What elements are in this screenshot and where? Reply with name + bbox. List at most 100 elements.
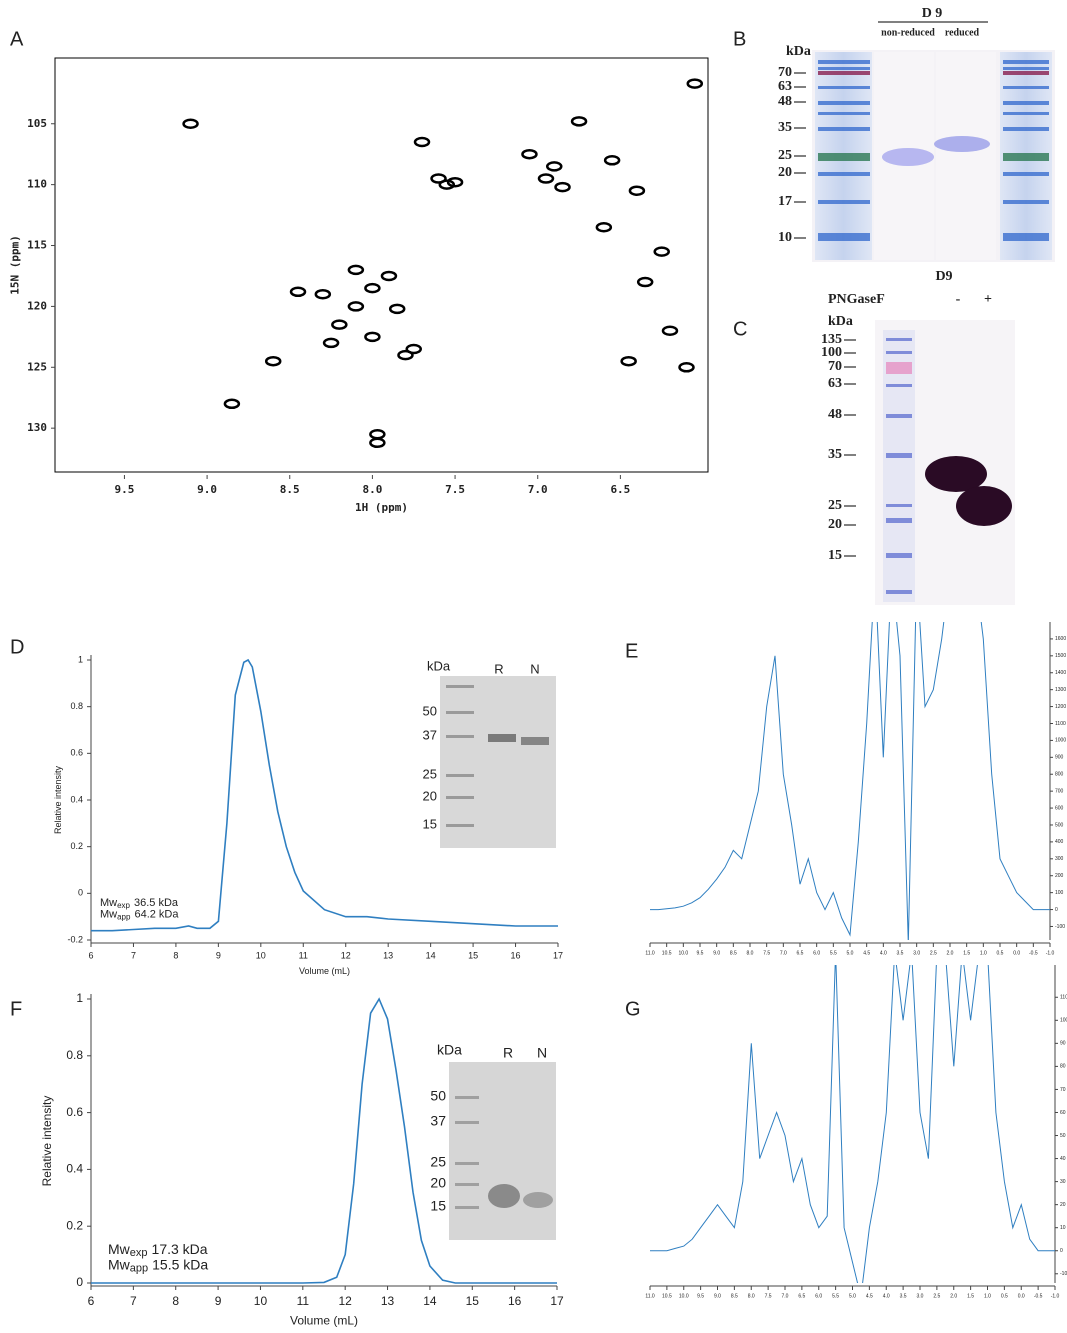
mw-value: 15.5 kDa bbox=[152, 1256, 208, 1272]
x-tick-label: 7.5 bbox=[445, 483, 465, 496]
x-tick-label: 15 bbox=[466, 1294, 480, 1308]
nmr-peak bbox=[369, 429, 386, 440]
nmr-peak bbox=[537, 173, 555, 184]
y2-tick-label: 1100 bbox=[1055, 721, 1066, 727]
x-tick-label: 3.5 bbox=[897, 950, 904, 956]
y-tick-label: 0.4 bbox=[66, 1162, 83, 1176]
y2-tick-label: 400 bbox=[1055, 839, 1064, 845]
y2-tick-label: 80 bbox=[1060, 1064, 1066, 1070]
marker-label: 135 bbox=[821, 332, 842, 347]
y2-tick-label: 1400 bbox=[1055, 670, 1066, 676]
marker-label: 25 bbox=[778, 148, 792, 163]
mw-value: 36.5 kDa bbox=[134, 897, 179, 909]
panel-label: B bbox=[733, 28, 746, 50]
x-tick-label: 13 bbox=[381, 1294, 395, 1308]
x-tick-label: 2.5 bbox=[930, 950, 937, 956]
marker-label: 15 bbox=[423, 816, 437, 831]
x-tick-label: 0.5 bbox=[1001, 1293, 1008, 1299]
nmr-peak bbox=[331, 319, 348, 330]
lane-label: non-reduced bbox=[881, 27, 935, 38]
mw-subscript: exp bbox=[130, 1247, 148, 1259]
trace bbox=[650, 965, 1055, 1283]
mw-label: Mw bbox=[100, 897, 117, 909]
mw-annotation: Mwexp 17.3 kDa bbox=[108, 1241, 208, 1259]
y2-tick-label: 60 bbox=[1060, 1110, 1066, 1116]
x-tick-label: 6.0 bbox=[815, 1293, 822, 1299]
gel-unit: kDa bbox=[786, 44, 811, 59]
y-axis-label: Relative intensity bbox=[40, 1096, 54, 1187]
x-tick-label: 14 bbox=[423, 1294, 437, 1308]
y-tick-label: -0.2 bbox=[67, 934, 83, 944]
x-tick-label: 12 bbox=[341, 951, 351, 961]
y2-tick-label: 300 bbox=[1055, 856, 1064, 862]
x-tick-label: 8.5 bbox=[280, 483, 300, 496]
y2-tick-label: 1500 bbox=[1055, 653, 1066, 659]
plot-frame bbox=[54, 57, 709, 473]
x-tick-label: 12 bbox=[339, 1294, 353, 1308]
panel-label: E bbox=[625, 640, 638, 662]
nmr-peak bbox=[521, 148, 538, 160]
gel-f bbox=[449, 1062, 556, 1240]
lane-label: N bbox=[537, 1045, 547, 1061]
y-tick-label: 0.6 bbox=[66, 1105, 83, 1119]
nmr-peak bbox=[347, 264, 365, 276]
y2-tick-label: -100 bbox=[1055, 924, 1065, 930]
x-tick-label: 9.5 bbox=[697, 950, 704, 956]
x-tick-label: 2.5 bbox=[933, 1293, 940, 1299]
y-axis-label: Relative intensity bbox=[53, 765, 63, 834]
x-tick-label: 17 bbox=[553, 951, 563, 961]
x-tick-label: 3.5 bbox=[900, 1293, 907, 1299]
y-tick-label: 0.4 bbox=[70, 794, 83, 804]
nmr-peak bbox=[413, 136, 431, 148]
x-tick-label: 6.5 bbox=[798, 1293, 805, 1299]
marker-label: 37 bbox=[423, 727, 437, 742]
marker-label: 15 bbox=[828, 548, 842, 563]
x-tick-label: 6.5 bbox=[797, 950, 804, 956]
x-tick-label: 1.5 bbox=[963, 950, 970, 956]
nmr-peak bbox=[595, 222, 613, 233]
x-tick-label: 4.0 bbox=[883, 1293, 890, 1299]
x-tick-label: 8.0 bbox=[747, 950, 754, 956]
nmr-peak bbox=[430, 173, 447, 184]
y-tick-label: 0.8 bbox=[70, 701, 83, 711]
y2-tick-label: 1200 bbox=[1055, 704, 1066, 710]
marker-label: 48 bbox=[778, 94, 792, 109]
y-tick-label: 115 bbox=[27, 239, 47, 252]
x-tick-label: 15 bbox=[468, 951, 478, 961]
x-tick-label: 9.0 bbox=[713, 950, 720, 956]
y2-tick-label: 110 bbox=[1060, 995, 1067, 1001]
x-tick-label: 9.0 bbox=[714, 1293, 721, 1299]
marker-label: 70 bbox=[828, 359, 842, 374]
x-tick-label: 17 bbox=[550, 1294, 564, 1308]
x-tick-label: 10.5 bbox=[662, 950, 672, 956]
nmr-peak bbox=[388, 303, 406, 315]
x-tick-label: 7.0 bbox=[780, 950, 787, 956]
x-tick-label: 11.0 bbox=[645, 950, 655, 956]
marker-label: 20 bbox=[423, 788, 437, 803]
x-axis-label: 1H (ppm) bbox=[355, 501, 408, 514]
marker-label: 25 bbox=[430, 1154, 446, 1170]
nmr-peak bbox=[347, 301, 365, 312]
y2-tick-label: 1000 bbox=[1055, 738, 1066, 744]
panel-label: F bbox=[10, 998, 22, 1020]
y2-tick-label: 1600 bbox=[1055, 636, 1066, 642]
x-tick-label: 1.0 bbox=[984, 1293, 991, 1299]
x-tick-label: 1.0 bbox=[980, 950, 987, 956]
x-tick-label: 10.5 bbox=[662, 1293, 672, 1299]
nmr-peak bbox=[369, 437, 386, 449]
x-tick-label: 8.5 bbox=[730, 950, 737, 956]
nmr-peak bbox=[570, 116, 588, 127]
x-tick-label: 7.5 bbox=[763, 950, 770, 956]
gel-unit: kDa bbox=[828, 314, 853, 329]
lane-label: - bbox=[956, 292, 961, 307]
mw-label: Mw bbox=[108, 1256, 131, 1272]
x-tick-label: 2.0 bbox=[947, 950, 954, 956]
x-tick-label: 10.0 bbox=[678, 950, 688, 956]
x-tick-label: -1.0 bbox=[1046, 950, 1055, 956]
x-tick-label: 8.0 bbox=[362, 483, 382, 496]
nmr-peak bbox=[620, 355, 637, 367]
mw-value: 17.3 kDa bbox=[152, 1241, 208, 1257]
nmr-peak bbox=[628, 185, 646, 196]
marker-label: 25 bbox=[423, 766, 437, 781]
